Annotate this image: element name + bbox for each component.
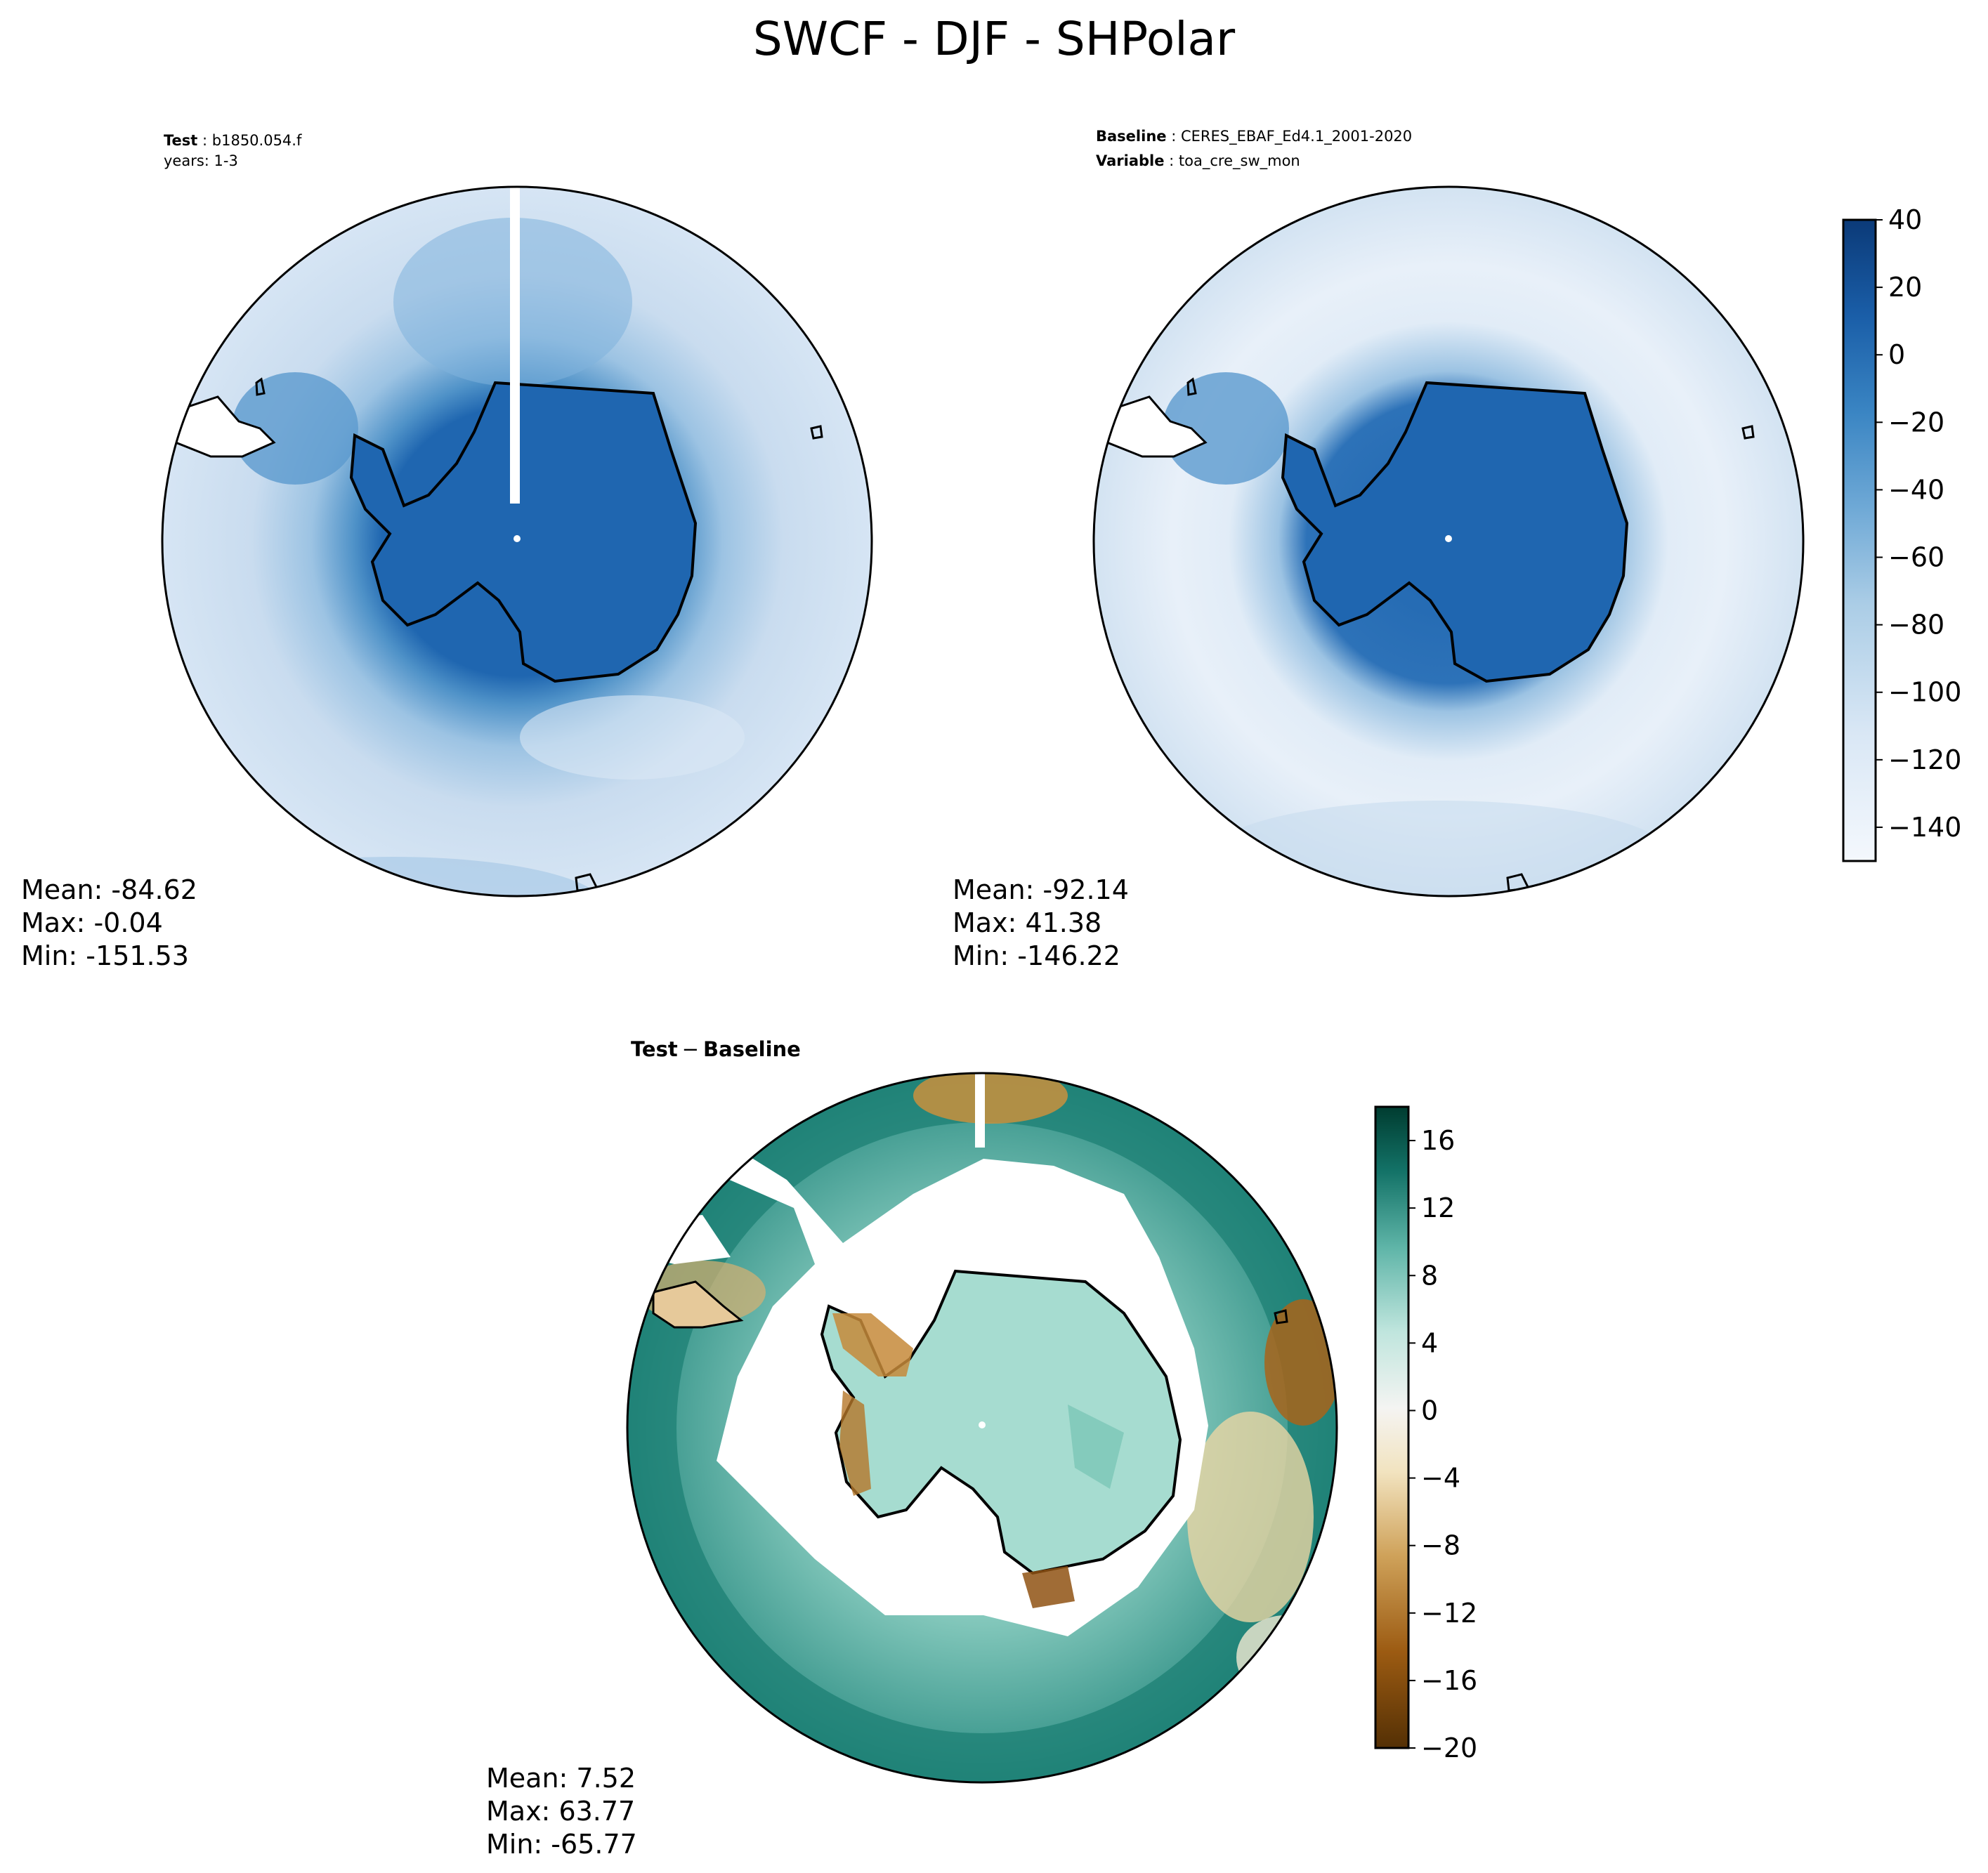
baseline-colorbar-tick-label: −120 (1888, 744, 1961, 775)
baseline-colorbar-tick-label: −40 (1888, 474, 1944, 505)
diff-colorbar-tick-label: 8 (1421, 1260, 1438, 1291)
baseline-colorbar-tick-label: 40 (1888, 204, 1922, 235)
baseline-colorbar-tick-label: −20 (1888, 407, 1944, 438)
baseline-header-line-2: Variable : toa_cre_sw_mon (1096, 152, 1300, 170)
test-max: Max: -0.04 (21, 907, 163, 938)
diff-mean: Mean: 7.52 (486, 1763, 636, 1794)
test-map-border (161, 185, 873, 898)
test-header-line-1: Test : b1850.054.f (164, 132, 302, 149)
baseline-mean: Mean: -92.14 (953, 874, 1129, 905)
panel-baseline: Baseline : CERES_EBAF_Ed4.1_2001-2020 Va… (953, 128, 1961, 971)
diff-header: Test − Baseline (631, 1037, 801, 1061)
diff-colorbar-tick-label: −8 (1421, 1530, 1460, 1561)
baseline-colorbar-tick-label: −60 (1888, 542, 1944, 573)
diff-colorbar-tick-label: −16 (1421, 1665, 1477, 1696)
baseline-colorbar-tick-label: 20 (1888, 272, 1922, 303)
diff-colorbar-tick-label: 4 (1421, 1327, 1438, 1358)
diff-colorbar-scale (1374, 1105, 1410, 1749)
baseline-min: Min: -146.22 (953, 940, 1120, 971)
diff-colorbar-tick-label: −4 (1421, 1463, 1460, 1494)
diff-colorbar-tick-label: −12 (1421, 1598, 1477, 1629)
baseline-map-border (1092, 185, 1805, 898)
diff-map (627, 1073, 1337, 1782)
panel-diff: Test − Baseline Mean: (486, 1037, 1477, 1860)
diff-map-border (626, 1072, 1338, 1784)
baseline-max: Max: 41.38 (953, 907, 1101, 938)
test-header-line-2: years: 1-3 (164, 152, 238, 169)
baseline-colorbar-tick-label: −80 (1888, 610, 1944, 640)
baseline-colorbar-tick-label: −140 (1888, 812, 1961, 843)
diff-colorbar: 16 12 8 4 0 −4 −8 −12 −16 −20 (1374, 1105, 1477, 1763)
diff-max: Max: 63.77 (486, 1796, 635, 1827)
diff-colorbar-tick-label: 0 (1421, 1395, 1438, 1426)
figure-title: SWCF - DJF - SHPolar (753, 12, 1236, 66)
diff-min: Min: -65.77 (486, 1829, 637, 1860)
baseline-header-line-1: Baseline : CERES_EBAF_Ed4.1_2001-2020 (1096, 128, 1412, 145)
diff-colorbar-tick-label: −20 (1421, 1733, 1477, 1763)
test-min: Min: -151.53 (21, 940, 189, 971)
test-map (162, 187, 872, 896)
baseline-colorbar-tick-label: 0 (1888, 339, 1905, 370)
diff-colorbar-tick-label: 12 (1421, 1192, 1455, 1223)
baseline-map (1094, 187, 1803, 896)
baseline-colorbar: 40 20 0 −20 −40 −60 −80 −100 −120 −140 (1842, 204, 1961, 862)
test-mean: Mean: -84.62 (21, 874, 197, 905)
baseline-colorbar-tick-label: −100 (1888, 677, 1961, 708)
panel-test: Test : b1850.054.f years: 1-3 Mean: -84.… (21, 132, 873, 971)
baseline-colorbar-scale (1842, 218, 1877, 862)
diff-colorbar-tick-label: 16 (1421, 1125, 1455, 1156)
